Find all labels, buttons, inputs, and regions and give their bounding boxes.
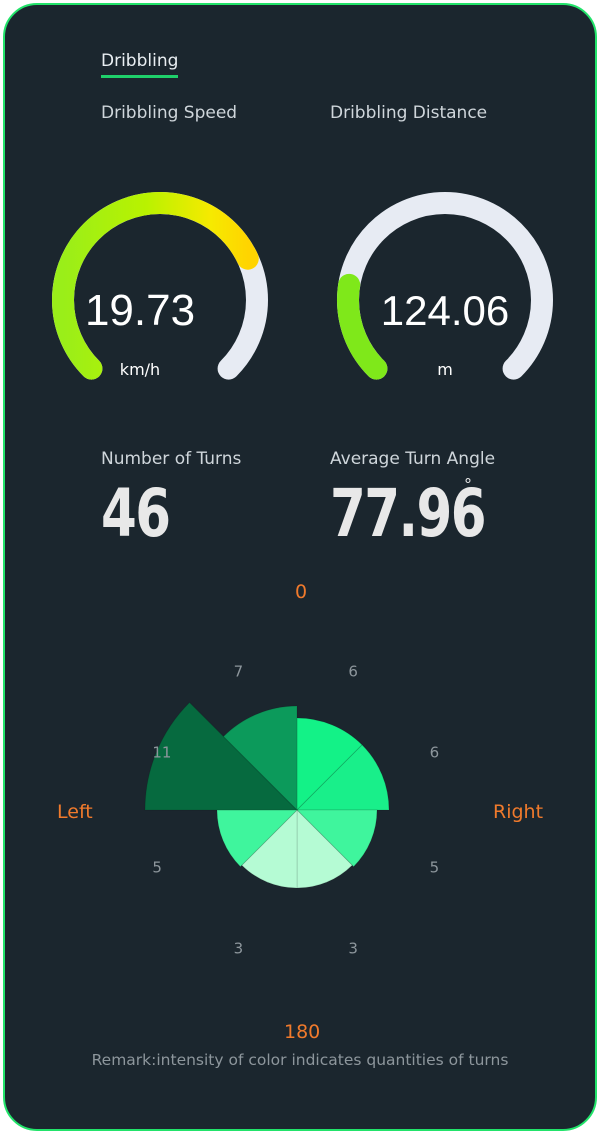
rose-sector-count: 6 bbox=[430, 744, 440, 762]
distance-unit: m bbox=[437, 360, 453, 379]
speed-unit: km/h bbox=[120, 360, 160, 379]
tab-dribbling[interactable]: Dribbling bbox=[101, 51, 179, 78]
rose-sector bbox=[216, 809, 299, 868]
rose-sector bbox=[222, 705, 298, 812]
distance-value: 124.06 bbox=[381, 287, 509, 334]
dribbling-screen: Dribbling Dribbling Speed Dribbling Dist… bbox=[3, 3, 597, 1131]
rose-sector bbox=[241, 808, 298, 889]
rose-sector-count: 6 bbox=[348, 662, 358, 680]
rose-left-label: Left bbox=[57, 801, 93, 823]
turn-direction-rose: 6 6 5 3 3 5 11 7 bbox=[144, 662, 440, 958]
distance-gauge-track bbox=[337, 192, 553, 380]
speed-label: Dribbling Speed bbox=[101, 103, 238, 123]
turns-value: 46 bbox=[101, 475, 171, 552]
rose-sector bbox=[295, 744, 390, 811]
rose-sector-count: 5 bbox=[152, 858, 162, 876]
rose-sector-count: 3 bbox=[348, 940, 358, 958]
distance-gauge-fill bbox=[337, 273, 388, 380]
distance-label: Dribbling Distance bbox=[330, 103, 488, 123]
rose-bottom-label: 180 bbox=[284, 1021, 321, 1043]
speed-value: 19.73 bbox=[85, 286, 195, 335]
rose-sector-count: 11 bbox=[152, 744, 171, 762]
rose-sector bbox=[296, 808, 353, 889]
rose-top-label: 0 bbox=[295, 581, 308, 603]
rose-sector bbox=[296, 717, 363, 812]
rose-sector bbox=[295, 809, 378, 868]
rose-sector-count: 7 bbox=[234, 662, 244, 680]
angle-value: 77.96 bbox=[330, 475, 487, 552]
rose-sector-count: 5 bbox=[430, 858, 440, 876]
remark-text: Remark:intensity of color indicates quan… bbox=[91, 1051, 509, 1069]
rose-sector bbox=[144, 701, 299, 811]
speed-gauge-fill bbox=[52, 192, 259, 380]
rose-right-label: Right bbox=[493, 801, 544, 823]
angle-unit: ° bbox=[464, 475, 472, 494]
speed-gauge: 19.73 km/h bbox=[52, 192, 268, 380]
rose-sector-count: 3 bbox=[234, 940, 244, 958]
turns-label: Number of Turns bbox=[101, 449, 242, 469]
angle-label: Average Turn Angle bbox=[330, 449, 496, 469]
distance-gauge: 124.06 m bbox=[337, 192, 553, 380]
